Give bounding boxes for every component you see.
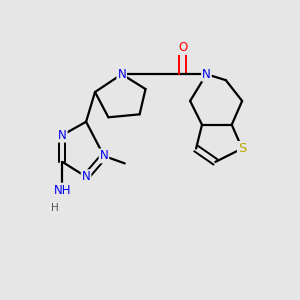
Text: N: N [100, 149, 108, 162]
Text: H: H [51, 203, 59, 213]
Text: N: N [202, 68, 211, 81]
Text: N: N [117, 68, 126, 81]
Text: N: N [82, 170, 91, 183]
Text: N: N [58, 129, 67, 142]
Text: S: S [238, 142, 246, 155]
Text: NH: NH [54, 184, 71, 196]
Text: O: O [178, 41, 187, 54]
